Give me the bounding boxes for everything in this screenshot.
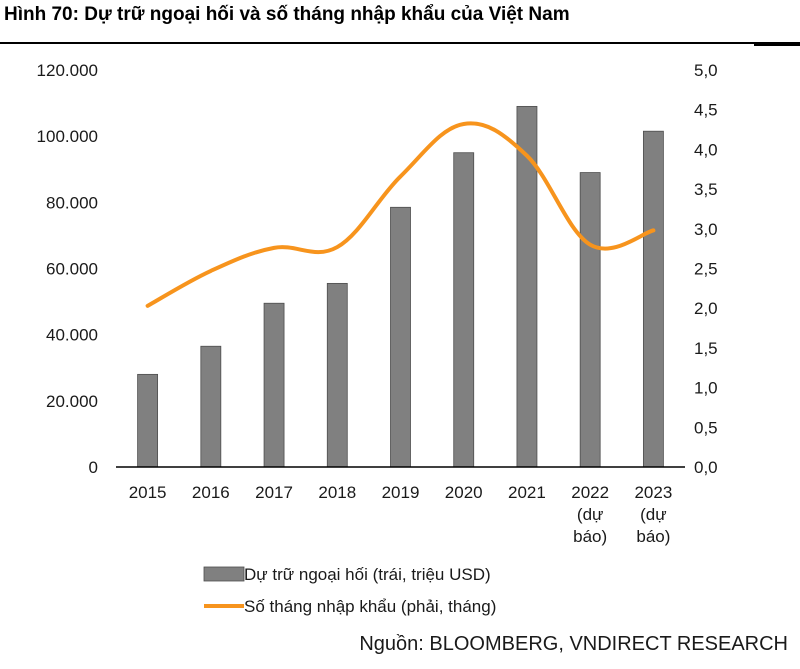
- bar-2022: [579, 172, 601, 468]
- y-right-tick-label: 1,5: [694, 339, 718, 358]
- x-tick-label: 2017: [255, 483, 293, 502]
- legend-label-bar: Dự trữ ngoại hối (trái, triệu USD): [244, 565, 491, 584]
- x-tick-label: 2020: [445, 483, 483, 502]
- y-right-tick-label: 4,0: [694, 140, 718, 159]
- legend-label-line: Số tháng nhập khẩu (phải, tháng): [244, 597, 496, 616]
- y-right-tick-label: 0,0: [694, 458, 718, 477]
- x-tick-label: 2018: [318, 483, 356, 502]
- y-right-tick-label: 2,5: [694, 260, 718, 279]
- y-right-tick-label: 4,5: [694, 101, 718, 120]
- source-note: Nguồn: BLOOMBERG, VNDIRECT RESEARCH: [359, 633, 788, 655]
- bar-series: [137, 105, 664, 468]
- x-tick-label: 2022: [571, 483, 609, 502]
- x-tick-label: (dự: [640, 505, 667, 524]
- chart-title: Hình 70: Dự trữ ngoại hối và số tháng nh…: [4, 4, 570, 25]
- x-tick-label: 2019: [382, 483, 420, 502]
- y-left-tick-label: 40.000: [46, 326, 98, 345]
- y-left-tick-label: 20.000: [46, 392, 98, 411]
- y-left-tick-label: 60.000: [46, 260, 98, 279]
- x-tick-label: 2016: [192, 483, 230, 502]
- x-tick-label: báo): [636, 527, 670, 546]
- title-divider: [0, 42, 754, 44]
- x-tick-label: báo): [573, 527, 607, 546]
- y-right-tick-label: 3,0: [694, 220, 718, 239]
- y-right-tick-label: 5,0: [694, 61, 718, 80]
- y-left-tick-label: 120.000: [37, 61, 98, 80]
- bar-2023: [642, 130, 664, 468]
- bar-2018: [326, 282, 348, 468]
- y-axis-left: 0 20.000 40.000 60.000 80.000 100.000 120.000: [37, 61, 98, 477]
- line-months-of-imports: [145, 121, 656, 308]
- y-left-tick-label: 0: [89, 458, 98, 477]
- bar-2017: [263, 302, 285, 468]
- x-tick-label: (dự: [577, 505, 604, 524]
- y-right-tick-label: 3,5: [694, 180, 718, 199]
- x-axis-labels: 2015 2016 2017 2018 2019 2020 2021 2022 (dự báo) 2…: [129, 483, 673, 546]
- title-divider-accent: [754, 42, 800, 46]
- y-left-tick-label: 80.000: [46, 193, 98, 212]
- legend: Dự trữ ngoại hối (trái, triệu USD) Số th…: [203, 565, 496, 616]
- x-tick-label: 2015: [129, 483, 167, 502]
- y-left-tick-label: 100.000: [37, 127, 98, 146]
- bar-2016: [200, 345, 222, 468]
- y-right-tick-label: 0,5: [694, 418, 718, 437]
- line-series: [145, 121, 656, 308]
- bar-2020: [453, 152, 475, 468]
- bar-2019: [390, 206, 411, 468]
- y-axis-right: 0,0 0,5 1,0 1,5 2,0 2,5 3,0 3,5 4,0 4,5 5,0: [694, 61, 718, 477]
- bar-2015: [137, 373, 159, 468]
- x-tick-label: 2021: [508, 483, 546, 502]
- y-right-tick-label: 2,0: [694, 299, 718, 318]
- legend-swatch-bar: [203, 566, 245, 582]
- x-tick-label: 2023: [634, 483, 672, 502]
- y-right-tick-label: 1,0: [694, 379, 718, 398]
